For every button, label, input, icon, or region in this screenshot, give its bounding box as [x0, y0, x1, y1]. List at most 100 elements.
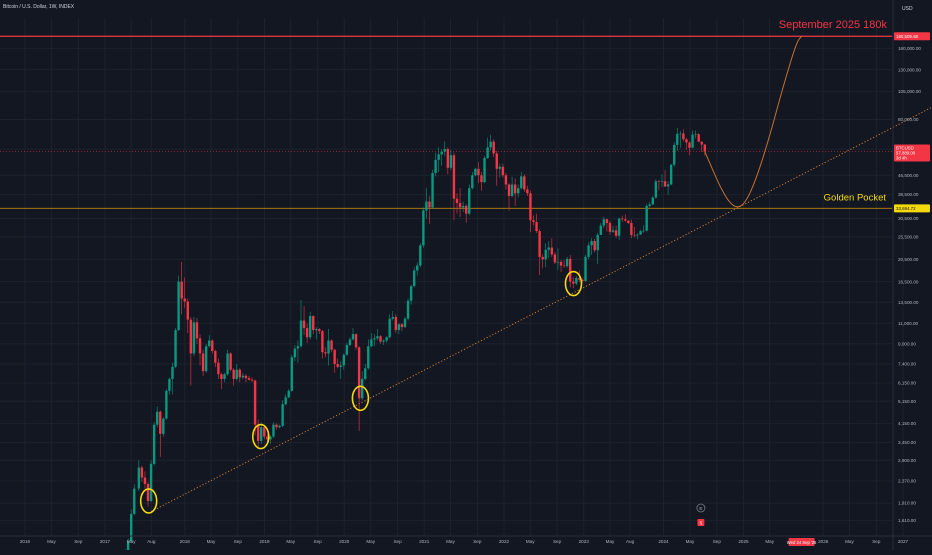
grid-layer — [0, 18, 904, 535]
candle-down — [428, 201, 431, 208]
candle-up — [296, 346, 300, 349]
candle-down — [238, 369, 242, 378]
date-badge-label: Wed 24 Sep '25 — [787, 540, 817, 545]
candle-up — [162, 418, 165, 434]
candle-up — [669, 164, 673, 185]
x-tick-label: 2026 — [818, 539, 829, 544]
candle-up — [278, 425, 281, 428]
candle-down — [143, 477, 147, 485]
x-tick-label: 2017 — [100, 539, 111, 544]
candle-down — [513, 184, 517, 194]
candle-up — [376, 336, 379, 339]
golden-pocket-price-tag-text: 33,694.72 — [896, 206, 916, 211]
candle-down — [159, 411, 162, 434]
candle-up — [287, 390, 290, 398]
candle-up — [498, 166, 502, 169]
y-tick-label: 13,500.00 — [898, 300, 919, 305]
y-tick-label: 3,450.00 — [898, 440, 916, 445]
candle-up — [388, 318, 391, 338]
candle-up — [676, 133, 679, 145]
y-tick-label: 4,150.00 — [898, 421, 916, 426]
x-tick-label: May — [606, 539, 615, 544]
currency-label[interactable]: USD — [902, 6, 913, 12]
candle-down — [247, 378, 251, 380]
y-tick-label: 2,900.00 — [898, 458, 916, 463]
candle-up — [129, 513, 133, 542]
x-tick-label: 2023 — [579, 539, 590, 544]
candle-up — [370, 339, 373, 347]
y-tick-label: 9,000.00 — [898, 342, 916, 347]
candle-up — [694, 134, 697, 135]
candle-down — [302, 320, 306, 329]
candle-up — [345, 345, 349, 355]
candle-up — [351, 334, 355, 340]
candle-down — [183, 298, 186, 302]
y-tick-label: 1,610.00 — [898, 518, 916, 523]
y-tick-label: 160,000.00 — [898, 46, 921, 51]
candle-up — [642, 230, 645, 232]
candle-up — [547, 247, 550, 250]
candle-up — [431, 173, 434, 208]
candle-up — [382, 340, 385, 342]
candle-up — [673, 144, 676, 165]
golden-pocket-label: Golden Pocket — [824, 192, 887, 203]
candle-down — [312, 316, 315, 331]
candle-up — [204, 346, 208, 372]
candle-down — [452, 155, 456, 199]
candle-down — [400, 324, 404, 328]
y-tick-label: 30,500.00 — [898, 216, 919, 221]
candle-up — [599, 225, 602, 235]
candle-down — [624, 219, 627, 221]
y-tick-label: 11,000.00 — [898, 321, 919, 326]
date-badge — [788, 538, 815, 546]
candle-down — [229, 353, 232, 370]
last-price-tag-line: 3d 4h — [896, 155, 907, 160]
x-tick-label: May — [47, 539, 56, 544]
candle-down — [250, 379, 254, 381]
support-touch-circle — [351, 385, 370, 412]
candle-up — [406, 300, 410, 319]
candle-up — [510, 184, 514, 196]
candle-up — [666, 184, 670, 187]
candle-down — [220, 374, 223, 379]
label-layer: 180,509.68 September 2025 180k 33,694.72 Go… — [696, 19, 930, 526]
y-tick-label: 7,400.00 — [898, 362, 916, 367]
x-tick-label: Sep — [314, 539, 323, 544]
candle-down — [685, 139, 688, 143]
candle-up — [269, 436, 272, 440]
candle-down — [633, 234, 636, 236]
candle-down — [244, 375, 248, 379]
candle-up — [416, 265, 419, 271]
support-touch-circle — [139, 488, 158, 514]
candle-down — [214, 350, 217, 363]
candle-layer — [123, 127, 707, 555]
candle-up — [174, 330, 177, 367]
candle-up — [596, 234, 599, 251]
candle-up — [639, 231, 642, 235]
y-tick-label: 5,150.00 — [898, 399, 916, 404]
candle-up — [272, 424, 275, 437]
candle-up — [422, 210, 425, 246]
candle-down — [336, 364, 339, 367]
candle-down — [480, 175, 483, 183]
candle-down — [357, 347, 361, 399]
candle-down — [532, 220, 535, 222]
x-tick-label: May — [366, 539, 375, 544]
x-tick-label: May — [446, 539, 455, 544]
candle-down — [195, 322, 199, 339]
candle-up — [449, 155, 453, 168]
candle-up — [192, 322, 196, 354]
candle-up — [483, 158, 486, 183]
y-tick-label: 46,500.00 — [898, 173, 919, 178]
candle-up — [651, 197, 654, 205]
candle-up — [440, 151, 443, 155]
candle-down — [621, 218, 624, 220]
y-tick-label: 38,500.00 — [898, 192, 919, 197]
candle-down — [688, 142, 691, 148]
candle-down — [354, 334, 358, 348]
candle-up — [391, 316, 394, 319]
candle-up — [409, 286, 413, 301]
golden-pocket-price-tag — [894, 204, 930, 213]
candle-up — [397, 324, 401, 331]
